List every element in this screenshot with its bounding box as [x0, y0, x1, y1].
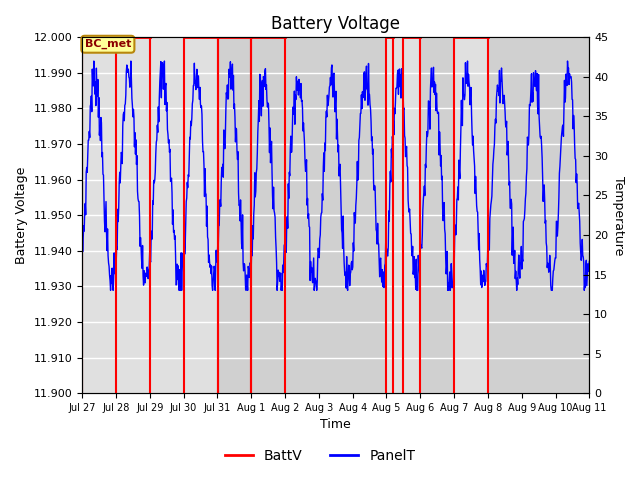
Y-axis label: Battery Voltage: Battery Voltage — [15, 167, 28, 264]
Bar — [218, 37, 387, 393]
Y-axis label: Temperature: Temperature — [612, 176, 625, 255]
Bar — [488, 37, 589, 393]
Title: Battery Voltage: Battery Voltage — [271, 15, 400, 33]
X-axis label: Time: Time — [321, 419, 351, 432]
Text: BC_met: BC_met — [84, 39, 131, 49]
Legend: BattV, PanelT: BattV, PanelT — [220, 443, 420, 468]
Bar — [420, 37, 454, 393]
